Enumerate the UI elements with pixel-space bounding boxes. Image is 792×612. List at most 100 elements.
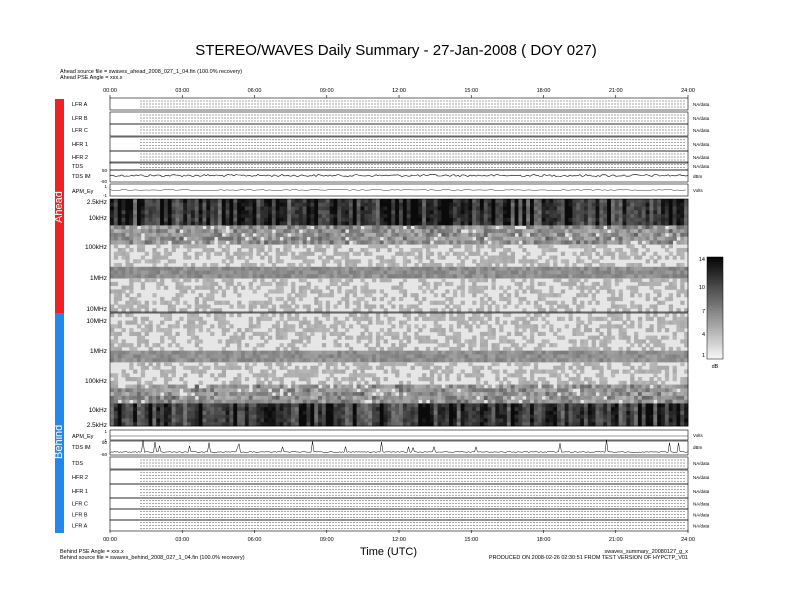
ahead-spectrogram-cell	[614, 229, 620, 234]
ahead-spectrogram-cell	[630, 236, 635, 241]
ahead-spectrogram-cell	[510, 236, 515, 241]
behind-spectrogram-cell	[187, 388, 192, 393]
behind-spectrogram-cell	[425, 410, 431, 416]
ahead-spectrogram-cell	[495, 202, 500, 207]
behind-spectrogram-cell	[133, 395, 138, 401]
ahead-spectrogram-cell	[279, 225, 284, 230]
ahead-spectrogram-cell	[248, 274, 253, 279]
behind-spectrogram-cell	[225, 339, 230, 344]
behind-spectrogram-cell	[302, 418, 307, 423]
behind-spectrogram-cell	[179, 384, 184, 389]
behind-spectrogram-cell	[244, 354, 250, 359]
ahead-spectrogram-cell	[418, 225, 423, 230]
ahead-spectrogram-cell	[121, 202, 126, 207]
ahead-spectrogram-cell	[429, 229, 435, 234]
ahead-spectrogram-cell	[622, 236, 627, 241]
ahead-spectrogram-cell	[483, 274, 489, 279]
ahead-spectrogram-cell	[117, 266, 122, 271]
behind-spectrogram-cell	[121, 388, 126, 393]
ahead-spectrogram-cell	[441, 270, 446, 275]
ahead-spectrogram-cell	[610, 304, 616, 309]
ahead-spectrogram-cell	[387, 300, 392, 305]
ahead-spectrogram-cell	[136, 214, 142, 219]
behind-spectrogram-cell	[429, 392, 435, 397]
ahead-spectrogram-cell	[510, 240, 515, 245]
ahead-spectrogram-cell	[129, 289, 134, 294]
ahead-spectrogram-cell	[441, 274, 446, 279]
ahead-spectrogram-cell	[556, 217, 562, 222]
ahead-spectrogram-cell	[368, 202, 373, 207]
behind-spectrogram-cell	[133, 410, 138, 416]
behind-spectrogram-cell	[144, 380, 149, 385]
behind-spectrogram-cell	[267, 350, 273, 355]
ahead-spectrogram-cell	[599, 225, 604, 230]
behind-spectrogram-cell	[275, 388, 280, 393]
ahead-spectrogram-cell	[491, 210, 496, 215]
ahead-spectrogram-cell	[291, 255, 296, 260]
behind-spectrogram-cell	[298, 377, 304, 382]
behind-spectrogram-cell	[144, 407, 149, 412]
behind-spectrogram-cell	[110, 422, 115, 427]
behind-spectrogram-cell	[283, 350, 288, 355]
ahead-spectrogram-cell	[452, 225, 458, 230]
behind-spectrogram-cell	[229, 388, 234, 393]
ahead-spectrogram-cell	[649, 221, 654, 226]
ahead-spectrogram-cell	[499, 266, 504, 271]
behind-spectrogram-cell	[422, 358, 427, 363]
behind-spectrogram-cell	[379, 395, 384, 401]
ahead-spectrogram-cell	[318, 289, 323, 294]
behind-spectrogram-cell	[360, 369, 365, 374]
ahead-spectrogram-cell	[684, 308, 689, 313]
ahead-tdsim-unit: dBm	[693, 174, 703, 179]
ahead-spectrogram-cell	[260, 221, 265, 226]
ahead-spectrogram-cell	[152, 240, 157, 245]
ahead-spectrogram-cell	[337, 202, 342, 207]
ahead-spectrogram-cell	[140, 217, 146, 222]
ahead-spectrogram-cell	[576, 266, 581, 271]
behind-spectrogram-cell	[221, 316, 226, 321]
ahead-spectrogram-cell	[437, 229, 442, 234]
ahead-spectrogram-cell	[680, 270, 685, 275]
behind-spectrogram-cell	[202, 395, 207, 401]
ahead-spectrogram-cell	[425, 206, 431, 211]
ahead-spectrogram-cell	[248, 225, 253, 230]
behind-spectrogram-cell	[133, 350, 138, 355]
ahead-spectrogram-cell	[545, 199, 550, 204]
ahead-spectrogram-cell	[553, 274, 558, 279]
behind-spectrogram-cell	[391, 346, 396, 352]
ahead-spectrogram-cell	[237, 221, 242, 226]
ahead-spectrogram-cell	[167, 221, 173, 226]
ahead-spectrogram-cell	[460, 300, 465, 305]
ahead-spectrogram-cell	[171, 214, 176, 219]
ahead-spectrogram-cell	[607, 202, 612, 207]
behind-spectrogram-cell	[264, 358, 269, 363]
ahead-spectrogram-cell	[653, 274, 658, 279]
behind-spectrogram-cell	[171, 350, 176, 355]
behind-spectrogram-cell	[333, 350, 338, 355]
behind-spectrogram-cell	[117, 313, 122, 318]
behind-spectrogram-cell	[248, 316, 253, 321]
ahead-spectrogram-cell	[148, 278, 153, 283]
behind-spectrogram-cell	[425, 350, 431, 355]
ahead-spectrogram-cell	[583, 293, 589, 298]
behind-spectrogram-cell	[244, 358, 250, 363]
ahead-spectrogram-cell	[252, 217, 257, 222]
behind-spectrogram-cell	[318, 324, 323, 329]
ahead-spectrogram-cell	[214, 225, 219, 230]
ahead-spectrogram-cell	[352, 270, 358, 275]
behind-spectrogram-cell	[379, 407, 384, 412]
ahead-spectrogram-cell	[510, 202, 515, 207]
behind-spectrogram-cell	[375, 365, 381, 370]
behind-spectrogram-cell	[217, 407, 223, 412]
ahead-spectrogram-cell	[449, 236, 454, 241]
ahead-spectrogram-cell	[345, 274, 350, 279]
behind-spectrogram-cell	[306, 410, 311, 416]
behind-spectrogram-cell	[221, 320, 226, 325]
behind-spectrogram-cell	[136, 350, 142, 355]
behind-spectrogram-cell	[383, 369, 388, 374]
behind-spectrogram-cell	[233, 395, 238, 401]
ahead-spectrogram-cell	[422, 206, 427, 211]
ahead-spectrogram-cell	[129, 304, 134, 309]
ahead-spectrogram-cell	[310, 266, 315, 271]
behind-spectrogram-cell	[422, 335, 427, 340]
